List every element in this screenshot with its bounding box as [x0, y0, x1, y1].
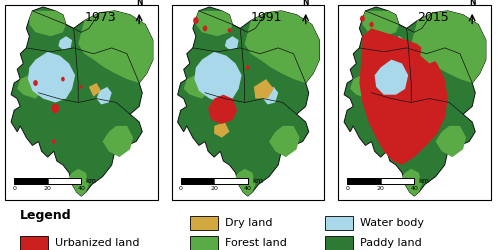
Text: Legend: Legend [20, 209, 72, 222]
Text: Urbanized land: Urbanized land [55, 238, 140, 248]
Polygon shape [420, 40, 442, 64]
Circle shape [52, 104, 59, 113]
Polygon shape [436, 126, 466, 157]
Polygon shape [360, 28, 448, 165]
Text: Paddy land: Paddy land [360, 238, 422, 248]
Polygon shape [184, 73, 210, 98]
Polygon shape [411, 11, 486, 83]
Bar [180, 178, 214, 184]
Text: 20: 20 [210, 186, 218, 191]
Polygon shape [344, 7, 486, 196]
Polygon shape [269, 126, 300, 157]
Bar [14, 178, 81, 184]
Polygon shape [102, 126, 133, 157]
Text: Dry land: Dry land [225, 218, 272, 228]
Circle shape [33, 80, 38, 86]
Text: N: N [469, 0, 476, 7]
Polygon shape [11, 7, 153, 196]
Polygon shape [430, 87, 445, 104]
Circle shape [360, 16, 365, 22]
Text: 20: 20 [44, 186, 52, 191]
Bar [190, 216, 218, 230]
Text: 0: 0 [178, 186, 182, 191]
Bar [14, 178, 48, 184]
Text: km: km [86, 178, 97, 184]
Text: 0: 0 [12, 186, 16, 191]
Text: 40: 40 [410, 186, 418, 191]
Polygon shape [194, 52, 242, 102]
Polygon shape [350, 73, 376, 98]
Bar [325, 216, 352, 230]
Text: N: N [302, 0, 309, 7]
Text: 1973: 1973 [84, 11, 116, 24]
Polygon shape [214, 122, 230, 138]
Polygon shape [244, 11, 320, 83]
Text: 1991: 1991 [251, 11, 282, 24]
Polygon shape [402, 169, 422, 196]
Polygon shape [96, 87, 112, 104]
Text: 40: 40 [244, 186, 252, 191]
Circle shape [228, 28, 232, 33]
Bar [380, 178, 414, 184]
Bar [347, 178, 380, 184]
Text: 2015: 2015 [418, 11, 449, 24]
Bar [48, 178, 81, 184]
Bar [347, 178, 414, 184]
Text: 40: 40 [78, 186, 85, 191]
Polygon shape [236, 169, 256, 196]
Circle shape [246, 65, 250, 70]
Text: N: N [136, 0, 142, 7]
Polygon shape [17, 73, 43, 98]
Polygon shape [361, 52, 408, 102]
Polygon shape [89, 83, 101, 97]
Circle shape [52, 139, 56, 144]
Text: 20: 20 [377, 186, 384, 191]
Polygon shape [263, 87, 278, 104]
Circle shape [61, 77, 65, 82]
Circle shape [193, 17, 198, 24]
Text: km: km [419, 178, 430, 184]
Polygon shape [374, 60, 408, 95]
Polygon shape [196, 11, 232, 36]
Polygon shape [362, 11, 399, 36]
Polygon shape [178, 7, 320, 196]
Polygon shape [30, 11, 66, 36]
Bar [180, 178, 248, 184]
Polygon shape [254, 79, 274, 98]
Polygon shape [58, 36, 72, 50]
Text: Forest land: Forest land [225, 238, 287, 248]
Polygon shape [208, 95, 237, 124]
Bar [190, 236, 218, 250]
Polygon shape [78, 11, 153, 83]
Polygon shape [28, 52, 75, 102]
Polygon shape [392, 36, 405, 50]
Bar [20, 236, 48, 250]
Text: 0: 0 [345, 186, 349, 191]
Circle shape [370, 22, 374, 27]
Bar [214, 178, 248, 184]
Circle shape [203, 26, 207, 31]
Polygon shape [69, 169, 89, 196]
Circle shape [80, 85, 83, 89]
Text: Water body: Water body [360, 218, 424, 228]
Polygon shape [225, 36, 238, 50]
Text: km: km [252, 178, 263, 184]
Bar [325, 236, 352, 250]
